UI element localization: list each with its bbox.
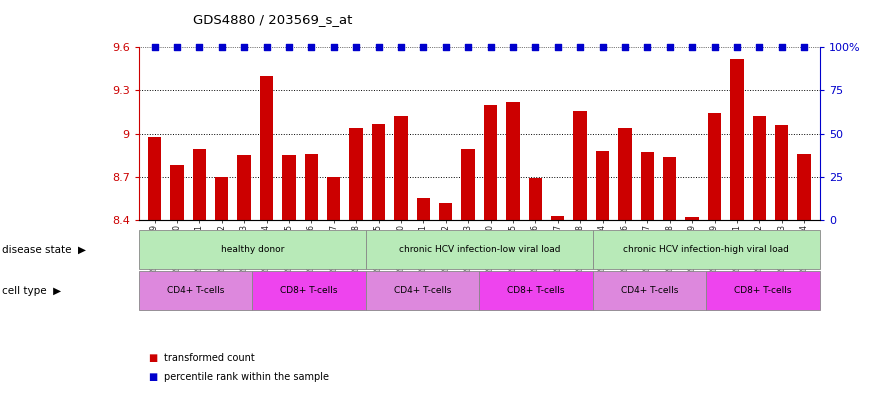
Bar <box>775 125 788 220</box>
Point <box>641 44 655 50</box>
Point <box>618 44 633 50</box>
Point <box>327 44 341 50</box>
Bar <box>573 110 587 220</box>
Point <box>282 44 297 50</box>
Text: transformed count: transformed count <box>164 353 254 363</box>
Point <box>506 44 521 50</box>
Bar <box>685 217 699 220</box>
Point <box>237 44 252 50</box>
Point <box>551 44 565 50</box>
Text: ■: ■ <box>148 353 157 363</box>
Point <box>372 44 386 50</box>
Bar <box>663 157 676 220</box>
Text: CD4+ T-cells: CD4+ T-cells <box>167 286 224 295</box>
Bar <box>730 59 744 220</box>
Point <box>663 44 677 50</box>
Point <box>349 44 364 50</box>
Point <box>461 44 476 50</box>
Bar <box>327 177 340 220</box>
Bar <box>484 105 497 220</box>
Point <box>260 44 274 50</box>
Bar <box>148 136 161 220</box>
Point <box>417 44 431 50</box>
Bar <box>215 177 228 220</box>
Point <box>775 44 789 50</box>
Point <box>394 44 409 50</box>
Point <box>170 44 185 50</box>
Point <box>148 44 162 50</box>
Text: ■: ■ <box>148 372 157 382</box>
Bar <box>193 149 206 220</box>
Text: CD8+ T-cells: CD8+ T-cells <box>507 286 564 295</box>
Point <box>708 44 722 50</box>
Point <box>439 44 453 50</box>
Text: chronic HCV infection-low viral load: chronic HCV infection-low viral load <box>399 245 560 254</box>
Bar <box>506 102 520 220</box>
Text: cell type  ▶: cell type ▶ <box>2 286 61 296</box>
Bar <box>641 152 654 220</box>
Point <box>685 44 700 50</box>
Bar <box>753 116 766 220</box>
Bar <box>282 155 296 220</box>
Text: CD8+ T-cells: CD8+ T-cells <box>280 286 338 295</box>
Bar <box>596 151 609 220</box>
Bar <box>305 154 318 220</box>
Text: GDS4880 / 203569_s_at: GDS4880 / 203569_s_at <box>193 13 352 26</box>
Text: percentile rank within the sample: percentile rank within the sample <box>164 372 329 382</box>
Point <box>215 44 229 50</box>
Point <box>730 44 745 50</box>
Bar <box>394 116 408 220</box>
Point <box>596 44 610 50</box>
Point <box>797 44 812 50</box>
Bar <box>551 216 564 220</box>
Bar <box>797 154 811 220</box>
Point <box>484 44 498 50</box>
Bar <box>618 128 632 220</box>
Point <box>753 44 767 50</box>
Text: CD8+ T-cells: CD8+ T-cells <box>735 286 792 295</box>
Bar <box>260 76 273 220</box>
Point <box>573 44 588 50</box>
Text: disease state  ▶: disease state ▶ <box>2 244 86 255</box>
Bar <box>461 149 475 220</box>
Text: chronic HCV infection-high viral load: chronic HCV infection-high viral load <box>624 245 789 254</box>
Bar <box>529 178 542 220</box>
Bar <box>170 165 184 220</box>
Bar <box>372 123 385 220</box>
Text: CD4+ T-cells: CD4+ T-cells <box>394 286 452 295</box>
Bar <box>349 128 363 220</box>
Point <box>193 44 207 50</box>
Text: healthy donor: healthy donor <box>220 245 284 254</box>
Bar <box>417 198 430 220</box>
Bar <box>237 155 251 220</box>
Text: CD4+ T-cells: CD4+ T-cells <box>621 286 678 295</box>
Point <box>529 44 543 50</box>
Point <box>305 44 319 50</box>
Bar <box>439 203 452 220</box>
Bar <box>708 114 721 220</box>
